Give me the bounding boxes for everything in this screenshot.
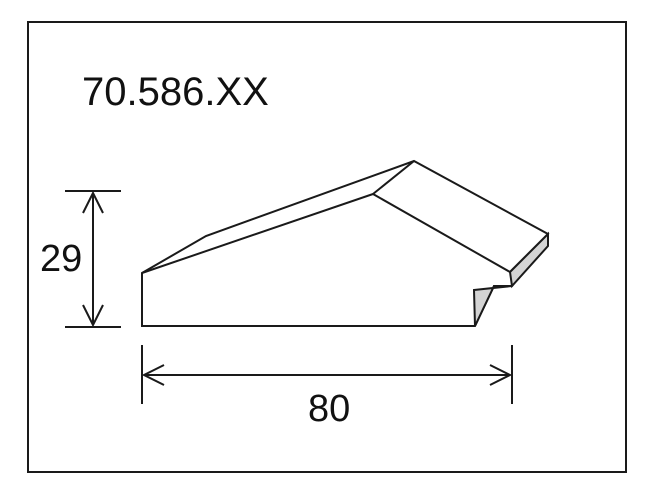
shaded-rebate bbox=[472, 285, 513, 327]
width-dimension-label: 80 bbox=[308, 388, 351, 430]
height-dimension bbox=[65, 190, 121, 328]
height-dimension-label: 29 bbox=[40, 238, 83, 280]
width-arrow-left bbox=[141, 364, 165, 386]
height-arrow-top bbox=[82, 190, 104, 214]
drawing-frame bbox=[27, 21, 627, 473]
width-dimension bbox=[141, 345, 513, 404]
shaded-end-face bbox=[508, 231, 549, 289]
moulding-profile bbox=[141, 159, 550, 327]
bevel-edge-top bbox=[372, 160, 415, 195]
width-arrow-right bbox=[489, 364, 513, 386]
height-arrow-bottom bbox=[82, 304, 104, 328]
product-code: 70.586.XX bbox=[82, 70, 269, 114]
